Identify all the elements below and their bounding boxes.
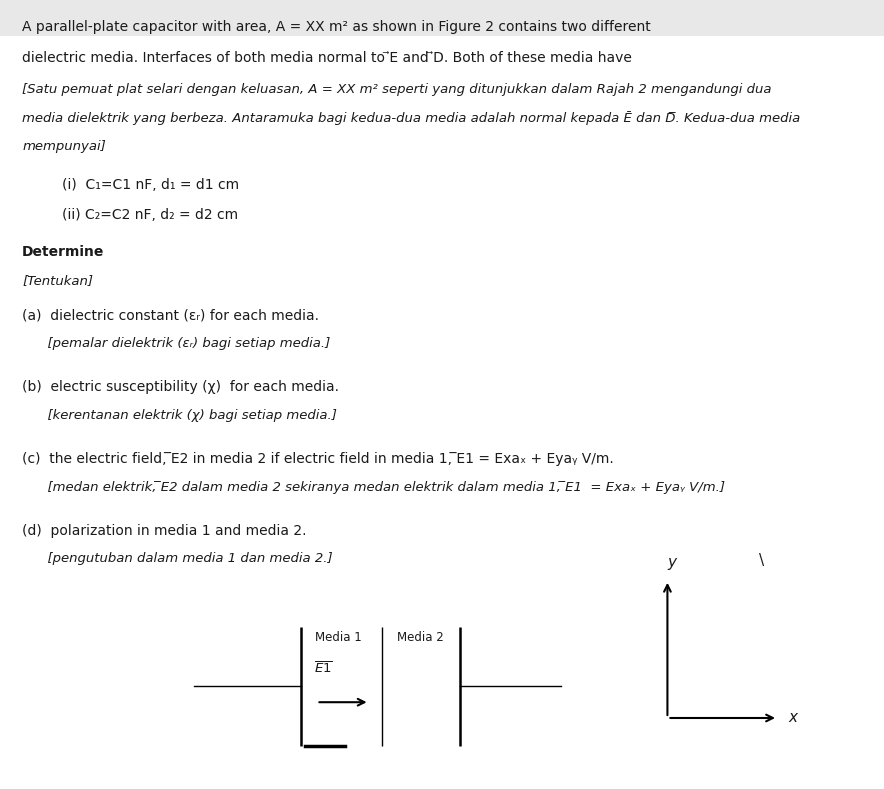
Text: [Tentukan]: [Tentukan] [22,274,93,286]
Text: Media 1: Media 1 [316,631,362,644]
Text: [medan elektrik, ̅E2 dalam media 2 sekiranya medan elektrik dalam media 1, ̅E1  : [medan elektrik, ̅E2 dalam media 2 sekir… [22,481,725,493]
Text: \: \ [759,552,765,568]
Text: y: y [667,555,676,570]
Text: mempunyai]: mempunyai] [22,140,106,152]
Text: (c)  the electric field, ̅E2 in media 2 if electric field in media 1, ̅E1 = Exaₓ: (c) the electric field, ̅E2 in media 2 i… [22,452,613,466]
Text: A parallel-plate capacitor with area, A = XX m² as shown in Figure 2 contains tw: A parallel-plate capacitor with area, A … [22,20,651,34]
Text: Media 2: Media 2 [398,631,444,644]
Text: [Satu pemuat plat selari dengan keluasan, A = XX m² seperti yang ditunjukkan dal: [Satu pemuat plat selari dengan keluasan… [22,83,772,95]
Text: Determine: Determine [22,245,104,260]
Text: media dielektrik yang berbeza. Antaramuka bagi kedua-dua media adalah normal kep: media dielektrik yang berbeza. Antaramuk… [22,111,800,125]
Text: [pengutuban dalam media 1 dan media 2.]: [pengutuban dalam media 1 dan media 2.] [22,552,332,565]
FancyBboxPatch shape [0,0,884,36]
Text: [pemalar dielektrik (εᵣ) bagi setiap media.]: [pemalar dielektrik (εᵣ) bagi setiap med… [22,337,331,350]
Text: (ii) C₂=C2 nF, d₂ = d2 cm: (ii) C₂=C2 nF, d₂ = d2 cm [62,208,238,222]
Text: dielectric media. Interfaces of both media normal to ⃗E and ⃗D. Both of these me: dielectric media. Interfaces of both med… [22,51,632,65]
Text: [kerentanan elektrik (χ) bagi setiap media.]: [kerentanan elektrik (χ) bagi setiap med… [22,409,337,421]
Text: x: x [789,710,797,726]
Text: (d)  polarization in media 1 and media 2.: (d) polarization in media 1 and media 2. [22,524,307,538]
Text: (b)  electric susceptibility (χ)  for each media.: (b) electric susceptibility (χ) for each… [22,380,339,394]
Text: $\overline{E1}$: $\overline{E1}$ [314,661,332,676]
Text: (i)  C₁=C1 nF, d₁ = d1 cm: (i) C₁=C1 nF, d₁ = d1 cm [62,178,239,192]
Text: (a)  dielectric constant (εᵣ) for each media.: (a) dielectric constant (εᵣ) for each me… [22,308,319,323]
